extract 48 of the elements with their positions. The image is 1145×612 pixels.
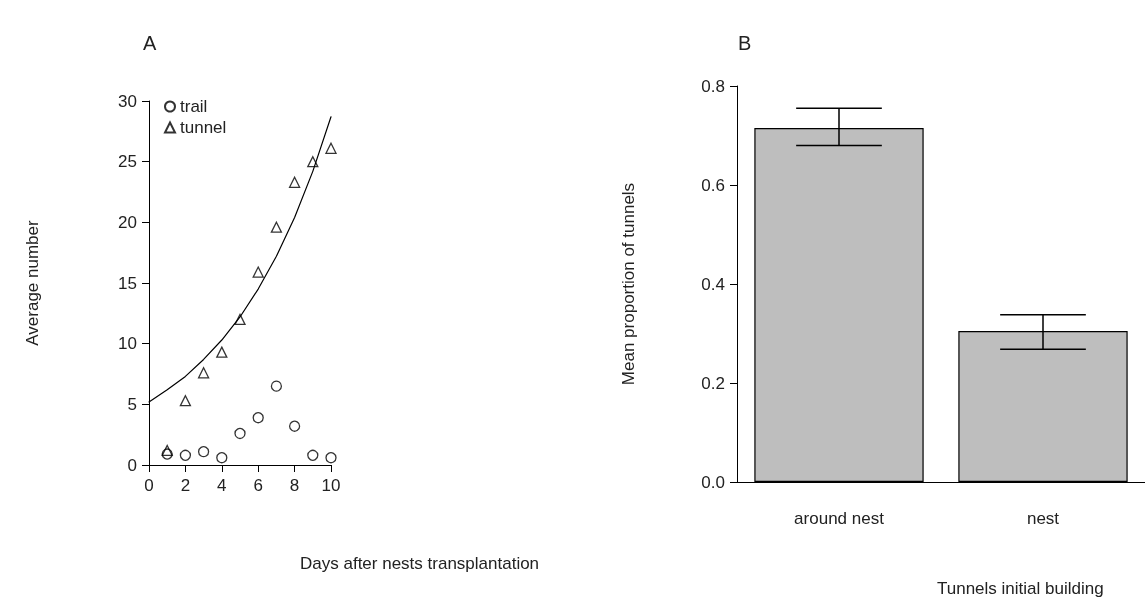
point [307, 449, 319, 461]
point [325, 142, 337, 154]
y-axis-title: Average number [22, 219, 42, 346]
point [288, 420, 301, 432]
point [234, 313, 246, 326]
x-tick-label: 6 [253, 476, 263, 495]
legend-label: trail [180, 97, 208, 116]
y-tick-label: 25 [118, 152, 137, 172]
point [161, 448, 173, 460]
y-tick-label: 0.0 [701, 472, 725, 492]
point [179, 449, 192, 461]
y-tick-label: 0.8 [701, 76, 725, 96]
point [197, 367, 210, 379]
point [216, 452, 228, 464]
point [197, 446, 210, 458]
y-tick-label: 0.4 [701, 274, 725, 294]
point [288, 176, 301, 188]
point [161, 444, 173, 457]
y-tick-label: 0.6 [701, 175, 725, 195]
point [270, 380, 283, 392]
x-tick-label: 10 [321, 476, 341, 495]
x-tick-label: around nest [794, 509, 885, 528]
x-tick-label: 2 [180, 476, 191, 495]
chart-title: A [143, 32, 157, 54]
x-axis-title: Tunnels initial building [937, 579, 1104, 598]
point [270, 221, 283, 233]
y-tick-label: 30 [118, 91, 137, 111]
point [179, 395, 192, 407]
y-tick-label: 20 [118, 212, 137, 232]
x-tick-label: 4 [217, 476, 227, 495]
y-axis-title: Mean proportion of tunnels [618, 182, 638, 386]
y-tick-label: 10 [118, 334, 137, 354]
point [252, 412, 264, 424]
point [307, 156, 319, 168]
point [252, 266, 264, 278]
y-tick-label: 0 [127, 455, 137, 475]
y-tick-label: 15 [118, 273, 137, 293]
point [216, 346, 228, 358]
x-tick-label: nest [1026, 509, 1060, 528]
x-axis-title: Days after nests transplantation [300, 554, 540, 573]
chart-title: B [738, 32, 752, 54]
y-tick-label: 5 [127, 394, 137, 414]
x-tick-label: 0 [144, 476, 154, 495]
point [234, 427, 246, 440]
x-tick-label: 8 [289, 476, 300, 495]
legend-label: tunnel [180, 118, 227, 137]
point [325, 452, 337, 464]
y-tick-label: 0.2 [701, 373, 725, 393]
